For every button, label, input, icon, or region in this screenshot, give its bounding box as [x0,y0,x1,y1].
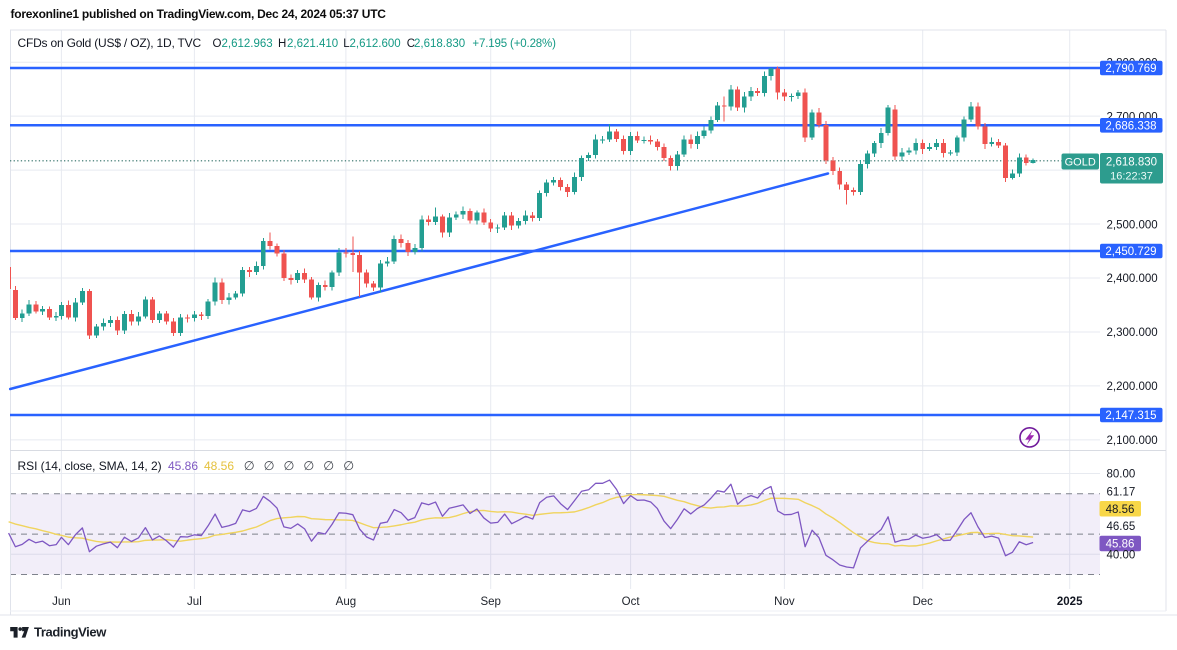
svg-text:forexonline1 published on Trad: forexonline1 published on TradingView.co… [11,7,387,21]
svg-text:2,450.729: 2,450.729 [1105,246,1156,258]
svg-text:2025: 2025 [1057,596,1083,608]
svg-text:Oct: Oct [622,596,641,608]
svg-text:H: H [278,38,286,50]
svg-text:TradingView: TradingView [34,624,107,639]
svg-text:2,790.769: 2,790.769 [1105,63,1156,75]
svg-text:2,618.830: 2,618.830 [1106,156,1157,168]
svg-text:45.86: 45.86 [168,459,198,473]
svg-text:2,618.830: 2,618.830 [414,38,465,50]
svg-text:∅: ∅ [323,459,334,473]
svg-text:2,686.338: 2,686.338 [1105,121,1156,133]
svg-text:+7.195 (+0.28%): +7.195 (+0.28%) [472,38,556,50]
svg-text:C: C [407,38,415,50]
svg-text:O: O [213,38,222,50]
svg-text:Nov: Nov [774,596,795,608]
svg-text:CFDs on Gold (US$ / OZ), 1D, T: CFDs on Gold (US$ / OZ), 1D, TVC [18,36,202,50]
svg-text:∅: ∅ [244,459,255,473]
svg-text:2,612.600: 2,612.600 [350,38,401,50]
svg-text:2,200.000: 2,200.000 [1107,381,1158,393]
svg-text:2,300.000: 2,300.000 [1107,327,1158,339]
svg-text:2,612.963: 2,612.963 [222,38,273,50]
svg-text:2,147.315: 2,147.315 [1105,410,1156,422]
svg-text:2,100.000: 2,100.000 [1107,435,1158,447]
svg-text:Aug: Aug [336,596,356,608]
svg-text:GOLD: GOLD [1065,156,1096,168]
svg-text:Dec: Dec [912,596,933,608]
svg-text:16:22:37: 16:22:37 [1110,171,1153,183]
svg-text:45.86: 45.86 [1106,539,1135,551]
svg-text:∅: ∅ [264,459,275,473]
svg-text:2,400.000: 2,400.000 [1107,273,1158,285]
svg-text:RSI (14, close, SMA, 14, 2): RSI (14, close, SMA, 14, 2) [18,459,162,473]
svg-text:46.65: 46.65 [1107,521,1136,533]
svg-text:2,500.000: 2,500.000 [1107,219,1158,231]
svg-text:∅: ∅ [303,459,314,473]
svg-text:Sep: Sep [480,596,500,608]
svg-text:Jul: Jul [187,596,202,608]
svg-text:48.56: 48.56 [204,459,234,473]
svg-text:Jun: Jun [52,596,71,608]
svg-text:80.00: 80.00 [1107,469,1136,481]
svg-text:∅: ∅ [284,459,295,473]
svg-text:∅: ∅ [343,459,354,473]
svg-text:48.56: 48.56 [1106,504,1135,516]
svg-text:40.00: 40.00 [1107,550,1136,562]
svg-text:2,621.410: 2,621.410 [287,38,338,50]
svg-text:61.17: 61.17 [1107,486,1136,498]
svg-text:L: L [343,38,350,50]
